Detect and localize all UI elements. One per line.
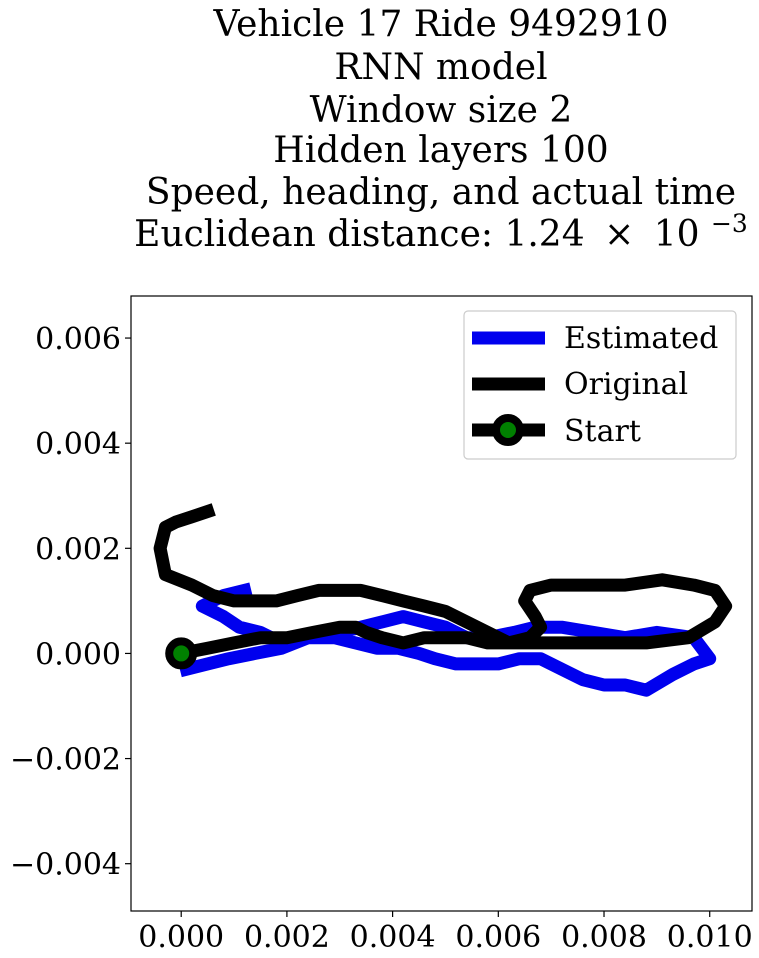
y-tick-label: 0.002 (35, 532, 121, 567)
x-tick-label: 0.002 (244, 920, 330, 955)
legend-start-marker (492, 414, 524, 446)
plot-frame (130, 295, 753, 912)
title-line-5: Speed, heading, and actual time (146, 172, 736, 213)
title-line-3: Window size 2 (310, 90, 573, 131)
series-layer (153, 503, 733, 697)
title-line-4: Hidden layers 100 (273, 130, 608, 171)
x-axis: 0.000 0.002 0.004 0.006 0.008 0.010 (138, 911, 753, 955)
title-distance-exponent: −3 (711, 209, 748, 238)
start-layer (165, 637, 198, 670)
x-tick-label: 0.010 (667, 920, 753, 955)
legend: Estimated Original Start (463, 310, 737, 460)
title-line-2: RNN model (334, 47, 547, 88)
title-distance-prefix: Euclidean distance: 1.24 (134, 214, 584, 255)
legend-start-label: Start (564, 414, 641, 449)
legend-estimated-label: Estimated (564, 321, 718, 356)
x-tick-label: 0.004 (350, 920, 436, 955)
x-tick-label: 0.008 (561, 920, 647, 955)
series-line-original (153, 503, 733, 662)
y-tick-label: −0.002 (10, 743, 121, 778)
y-tick-label: −0.004 (10, 848, 121, 883)
chart-title: Vehicle 17 Ride 9492910 RNN model Window… (134, 4, 748, 255)
y-tick-label: 0.004 (35, 427, 121, 462)
legend-box (463, 310, 737, 460)
title-distance-base: 10 (654, 214, 700, 255)
title-distance-times: × (604, 214, 634, 255)
y-tick-label: 0.000 (35, 637, 121, 672)
start-marker (165, 637, 198, 670)
y-axis: −0.004 −0.002 0.000 0.002 0.004 0.006 (10, 322, 131, 883)
y-tick-label: 0.006 (35, 322, 121, 357)
x-tick-label: 0.006 (455, 920, 541, 955)
legend-original-label: Original (564, 367, 688, 402)
x-tick-label: 0.000 (138, 920, 224, 955)
title-line-1: Vehicle 17 Ride 9492910 (212, 4, 668, 45)
title-line-6: Euclidean distance: 1.24 × 10 −3 (134, 209, 748, 255)
